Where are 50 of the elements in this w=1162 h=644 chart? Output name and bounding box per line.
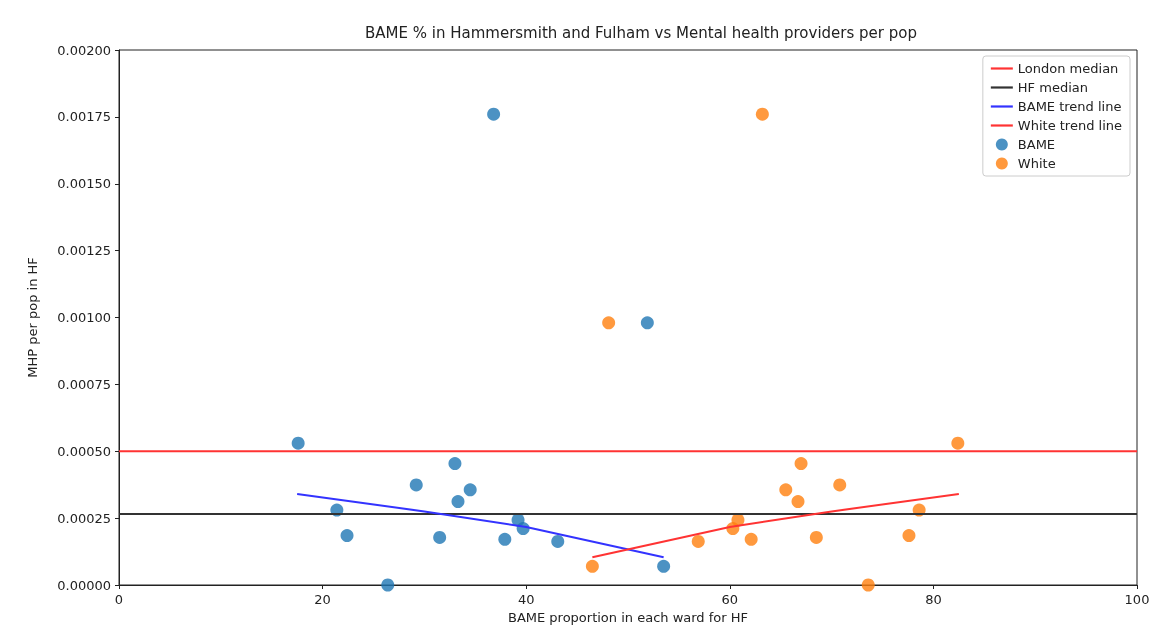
point	[779, 483, 793, 497]
point	[794, 457, 808, 471]
y-tick-label: 0.00000	[57, 577, 111, 593]
legend-label: White trend line	[1017, 118, 1122, 133]
point	[487, 107, 501, 121]
y-tick-label: 0.00050	[57, 443, 111, 459]
point	[463, 483, 477, 497]
point	[381, 578, 395, 592]
point	[409, 478, 423, 492]
point	[755, 107, 769, 121]
point	[340, 529, 354, 543]
x-tick-label: 40	[517, 592, 535, 607]
legend-label: White	[1017, 156, 1056, 171]
legend-label: HF median	[1017, 80, 1088, 95]
y-tick-label: 0.00100	[57, 310, 111, 325]
x-axis-title: BAME proportion in each ward for HF	[507, 609, 749, 625]
y-tick-label: 0.00175	[57, 109, 111, 125]
x-tick-label: 60	[721, 592, 739, 607]
point	[951, 436, 965, 450]
point	[433, 530, 447, 544]
point	[744, 532, 758, 546]
point	[498, 532, 512, 546]
x-tick-label: 0	[114, 592, 124, 607]
y-tick-label: 0.00075	[57, 376, 111, 392]
point	[602, 316, 616, 330]
y-axis-title: MHP per pop in HF	[25, 257, 40, 378]
point	[657, 559, 671, 573]
x-tick-label: 20	[314, 592, 331, 607]
legend-label: BAME	[1017, 137, 1056, 152]
y-tick-label: 0.00125	[57, 243, 111, 259]
y-tick-label: 0.00200	[57, 42, 111, 58]
y-tick-label: 0.00150	[57, 176, 111, 192]
point	[791, 495, 805, 509]
legend-label: BAME trend line	[1017, 99, 1122, 114]
point	[291, 436, 305, 450]
point	[902, 529, 916, 543]
chart-title: BAME % in Hammersmith and Fulham vs Mental health providers per pop	[365, 23, 917, 42]
y-tick-label: 0.00025	[57, 510, 111, 526]
point	[585, 559, 599, 573]
point	[451, 495, 465, 509]
x-tick-label: 100	[1124, 592, 1150, 607]
point	[861, 578, 875, 592]
point	[551, 534, 565, 548]
point	[833, 478, 847, 492]
point	[448, 457, 462, 471]
point	[691, 534, 705, 548]
legend-label: London median	[1017, 61, 1119, 76]
point	[640, 316, 654, 330]
x-tick-label: 80	[925, 592, 942, 607]
point	[809, 530, 823, 544]
